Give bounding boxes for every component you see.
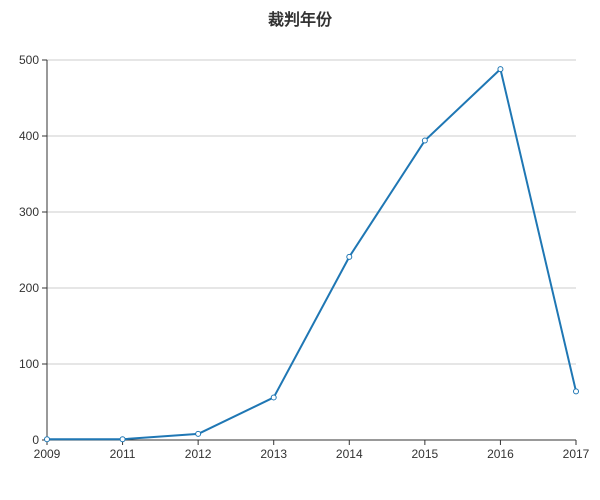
data-point-2017 [573,388,579,395]
series-layer [44,66,579,443]
data-point-2009 [44,436,50,443]
y-tick-label-500: 500 [19,53,39,67]
x-tick-label-2017: 2017 [563,447,590,461]
y-tick-label-400: 400 [19,129,39,143]
axes: 0 100 200 300 400 500 2009 2011 2012 2013 2014 2015… [19,53,590,461]
x-tick-label-2015: 2015 [412,447,439,461]
grid-lines [47,59,576,365]
series-line [47,68,577,441]
data-point-2014 [346,253,353,260]
data-point-2013 [270,394,277,401]
x-tick-label-2013: 2013 [260,447,287,461]
x-tick-label-2016: 2016 [487,447,514,461]
data-point-2015 [421,137,428,144]
data-point-2016 [497,66,504,73]
chart-title: 裁判年份 [267,10,332,29]
x-tick-label-2011: 2011 [110,447,136,461]
x-tick-label-2009: 2009 [34,447,61,461]
data-point-2012 [195,430,202,437]
x-tick-label-2014: 2014 [336,447,363,461]
y-tick-label-100: 100 [19,357,39,371]
x-tick-label-2012: 2012 [185,447,212,461]
y-tick-label-200: 200 [19,281,39,295]
data-point-2011 [119,436,126,443]
y-tick-label-300: 300 [19,205,39,219]
y-tick-label-0: 0 [32,433,39,447]
